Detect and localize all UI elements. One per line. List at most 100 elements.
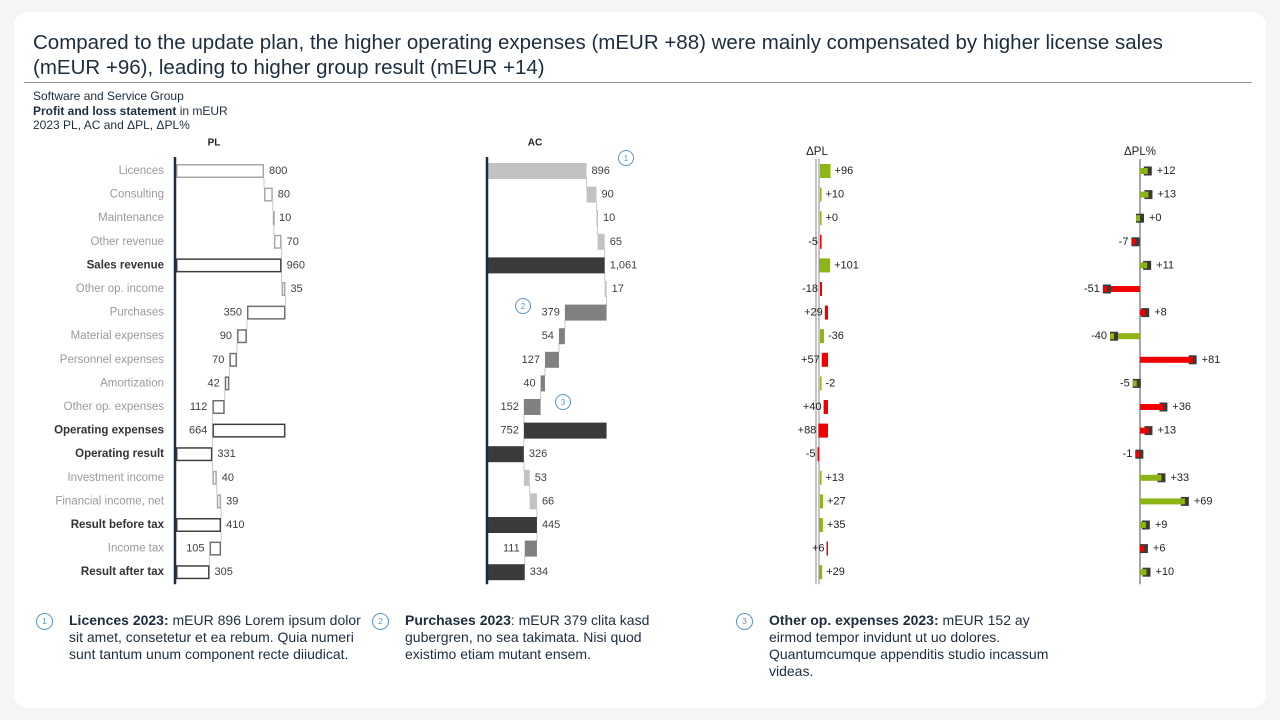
pl-value-label: 305 [215,566,233,578]
pl-bar [273,234,282,249]
category-label: Other revenue [90,236,164,248]
ac-value-label: 152 [501,401,519,413]
pl-bar [212,400,225,414]
delta-pl-value-label: +0 [826,212,839,224]
category-label: Other op. income [76,283,164,295]
pl-value-label: 70 [212,354,224,366]
pl-value-label: 40 [222,472,234,484]
delta-pl-pct-head-fill [1144,427,1149,434]
delta-pl-pct-value-label: -40 [1091,330,1107,342]
category-label: Operating expenses [54,425,164,437]
statement-unit: in mEUR [176,103,228,118]
delta-pl-bar [820,211,822,226]
pl-bar [212,423,286,438]
delta-pl-pct-value-label: +9 [1155,519,1168,531]
headline-divider [24,82,1252,83]
delta-pl-pct-head-fill [1143,262,1148,269]
category-label: Result before tax [71,519,165,531]
pl-bar [272,211,275,226]
delta-pl-pct-head-fill [1180,498,1185,505]
ac-value-label: 127 [522,354,540,366]
pl-bar [176,447,213,462]
ac-value-label: 111 [503,543,520,555]
delta-pl-pct-value-label: +11 [1156,259,1174,271]
column-header-delta-pl-pct: ΔPL% [1124,146,1156,158]
delta-pl-pct-value-label: +12 [1157,165,1176,177]
pl-value-label: 35 [290,283,302,295]
pl-value-label: 331 [217,448,235,460]
annotation-marker [555,394,571,410]
pl-value-label: 960 [287,259,305,271]
ac-value-label: 379 [542,307,560,319]
ac-bar [523,422,607,439]
delta-pl-pct-value-label: +0 [1149,212,1162,224]
column-header-delta-pl: ΔPL [806,146,828,158]
delta-pl-value-label: +96 [835,165,854,177]
note-marker-2: 2 [372,613,389,630]
delta-pl-value-label: +13 [826,472,845,484]
pl-bar [237,329,247,344]
delta-pl-pct-value-label: -1 [1123,448,1133,460]
delta-pl-pct-value-label: +69 [1194,495,1213,507]
delta-pl-pct-pin [1140,356,1193,363]
ac-value-label: 10 [603,212,615,224]
ac-bar [523,469,530,486]
ac-value-label: 53 [535,472,547,484]
pl-bar [216,494,222,509]
category-label: Personnel expenses [60,354,164,366]
delta-pl-pct-head-fill [1142,569,1147,576]
delta-pl-value-label: +10 [826,189,845,201]
delta-pl-pct-head-fill [1102,286,1107,292]
delta-pl-value-label: -5 [806,448,816,460]
delta-pl-bar [820,470,822,485]
delta-pl-value-label: +101 [834,259,859,271]
ac-bar [604,281,607,297]
note-marker-3: 3 [736,613,753,630]
headline: Compared to the update plan, the higher … [33,31,1163,79]
ac-bar [596,210,598,227]
delta-pl-bar [826,541,828,556]
delta-pl-pct-pin [1140,404,1164,410]
pl-bar [212,470,217,485]
pl-bar [209,541,222,556]
delta-pl-bar [818,423,828,438]
ac-bar [523,399,541,415]
note-1: 1 Licences 2023: mEUR 896 Lorem ipsum do… [36,612,369,663]
ac-bar [558,328,565,345]
ac-bar [540,375,545,392]
ac-value-label: 326 [529,448,547,460]
ac-value-label: 17 [612,283,624,295]
note-2: 2 Purchases 2023: mEUR 379 clita kasd gu… [372,612,680,663]
delta-pl-bar [820,187,822,202]
category-label: Maintenance [98,212,164,224]
pl-value-label: 80 [278,189,290,201]
report-card [14,12,1266,708]
scenario-line: 2023 PL, AC and ΔPL, ΔPL% [33,118,190,132]
pl-bar [224,376,230,391]
delta-pl-value-label: +40 [803,401,822,413]
category-label: Amortization [100,377,164,389]
note-3: 3 Other op. expenses 2023: mEUR 152 ay e… [736,612,1049,680]
note-3-text: mEUR 152 ay eirmod tempor invidunt ut uo… [769,612,1049,679]
pl-bar [176,164,264,178]
delta-pl-bar [820,494,823,509]
ac-bar [564,304,607,321]
delta-pl-pct-value-label: -51 [1084,283,1100,295]
category-label: Financial income, net [55,495,164,507]
ac-bar [529,493,537,510]
delta-pl-pct-head-fill [1188,356,1193,363]
category-label: Material expenses [71,330,165,342]
category-label: Licences [119,165,165,177]
ac-value-label: 1,061 [610,259,638,271]
pl-bar [176,518,222,532]
ac-value-label: 40 [523,377,535,389]
ac-value-label: 65 [610,236,622,248]
category-label: Other op. expenses [64,401,165,413]
delta-pl-pct-pin [1140,498,1185,505]
annotation-marker [515,298,531,314]
note-marker-1: 1 [36,613,53,630]
ac-bar [586,186,597,203]
delta-pl-value-label: +35 [827,519,846,531]
pl-value-label: 39 [226,495,238,507]
